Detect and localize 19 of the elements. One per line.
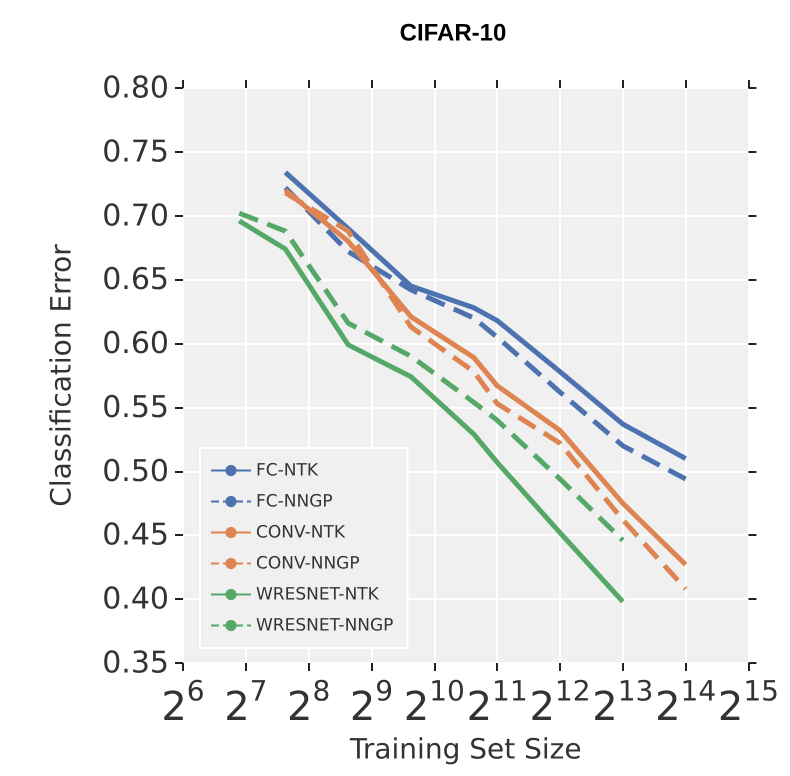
y-tick-label: 0.60 — [102, 326, 169, 362]
y-tick-label: 0.35 — [102, 646, 169, 680]
y-tick-label: 0.55 — [102, 390, 169, 425]
legend-label: WRESNET-NTK — [256, 584, 380, 604]
x-axis-title: Training Set Size — [348, 732, 582, 766]
y-tick-label: 0.80 — [102, 70, 169, 106]
y-tick-label: 0.70 — [102, 198, 169, 234]
y-tick-label: 0.75 — [102, 134, 169, 170]
chart-title: CIFAR-10 — [400, 20, 506, 46]
legend-label: FC-NTK — [256, 460, 319, 480]
y-axis-title: Classification Error — [44, 244, 78, 507]
y-tick-label: 0.45 — [102, 518, 169, 553]
legend-label: FC-NNGP — [256, 492, 333, 512]
legend-label: CONV-NTK — [256, 522, 346, 542]
legend-label: CONV-NNGP — [256, 554, 360, 574]
y-tick-label: 0.50 — [102, 454, 169, 489]
y-tick-label: 0.40 — [102, 582, 169, 617]
legend-label: WRESNET-NNGP — [256, 616, 394, 636]
y-tick-label: 0.65 — [102, 262, 169, 298]
